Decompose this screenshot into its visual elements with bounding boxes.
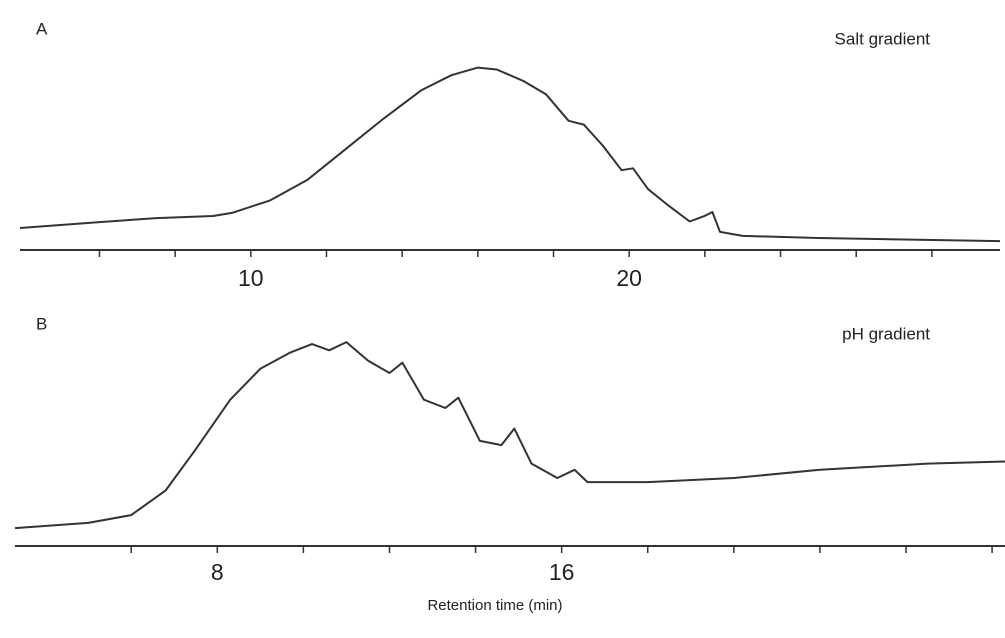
trace: [19, 66, 1001, 243]
panel-label: B: [36, 314, 47, 333]
panel-title: Salt gradient: [835, 29, 931, 48]
x-tick-label: 20: [616, 265, 642, 291]
x-tick-label: 8: [211, 559, 224, 585]
trace: [14, 341, 1005, 530]
x-axis-label: Retention time (min): [427, 597, 562, 614]
panel-title: pH gradient: [842, 324, 930, 343]
x-tick-label: 10: [238, 265, 264, 291]
panel-label: A: [36, 19, 48, 38]
x-tick-label: 16: [549, 559, 575, 585]
